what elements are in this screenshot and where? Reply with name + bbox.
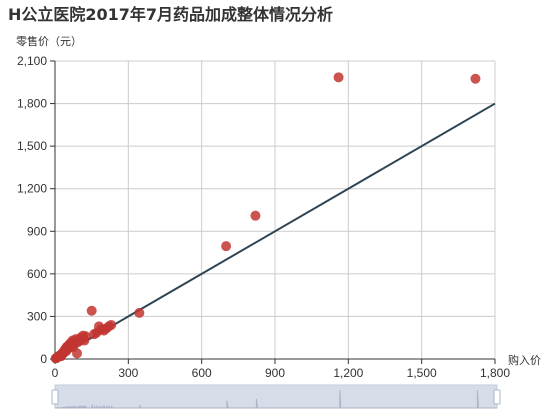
reference-line-layer	[54, 102, 496, 360]
y-tick-label: 1,800	[17, 97, 47, 111]
x-tick-label: 1,800	[480, 366, 510, 380]
y-tick-label: 600	[27, 267, 47, 281]
reference-line	[54, 102, 496, 360]
data-points	[50, 72, 481, 364]
data-zoom-slider[interactable]	[51, 384, 501, 409]
x-tick-label: 900	[265, 366, 285, 380]
x-axis-label: 购入价	[508, 353, 541, 367]
y-tick-label: 0	[40, 352, 47, 366]
scatter-point	[470, 73, 481, 84]
scatter-point	[72, 348, 82, 359]
zoom-preview-line	[55, 389, 497, 409]
grid-lines	[55, 60, 496, 359]
y-tick-label: 1,500	[17, 139, 47, 153]
scatter-point	[250, 210, 261, 221]
y-tick-label: 900	[27, 224, 47, 238]
zoom-handle-end[interactable]	[493, 389, 501, 405]
chart-title: H公立医院2017年7月药品加成整体情况分析	[8, 5, 333, 24]
y-tick-label: 2,100	[17, 54, 47, 68]
axis-ticks: 0 300 600 900 1,200 1,500 1,800 0 300 600 900 1,200…	[17, 54, 510, 380]
x-tick-label: 1,500	[407, 366, 437, 380]
scatter-point	[134, 307, 145, 318]
y-axis-label: 零售价（元）	[16, 34, 82, 48]
scatter-point	[106, 319, 117, 330]
scatter-point	[221, 241, 232, 252]
scatter-point	[333, 72, 344, 83]
zoom-handle-start[interactable]	[51, 389, 59, 405]
y-tick-label: 1,200	[17, 182, 47, 196]
scatter-point	[86, 305, 97, 316]
zoom-background	[54, 384, 498, 409]
y-tick-label: 300	[27, 309, 47, 323]
x-tick-label: 1,200	[333, 366, 363, 380]
x-tick-label: 600	[192, 366, 212, 380]
x-tick-label: 300	[118, 366, 138, 380]
x-tick-label: 0	[52, 366, 59, 380]
scatter-point	[80, 331, 91, 342]
